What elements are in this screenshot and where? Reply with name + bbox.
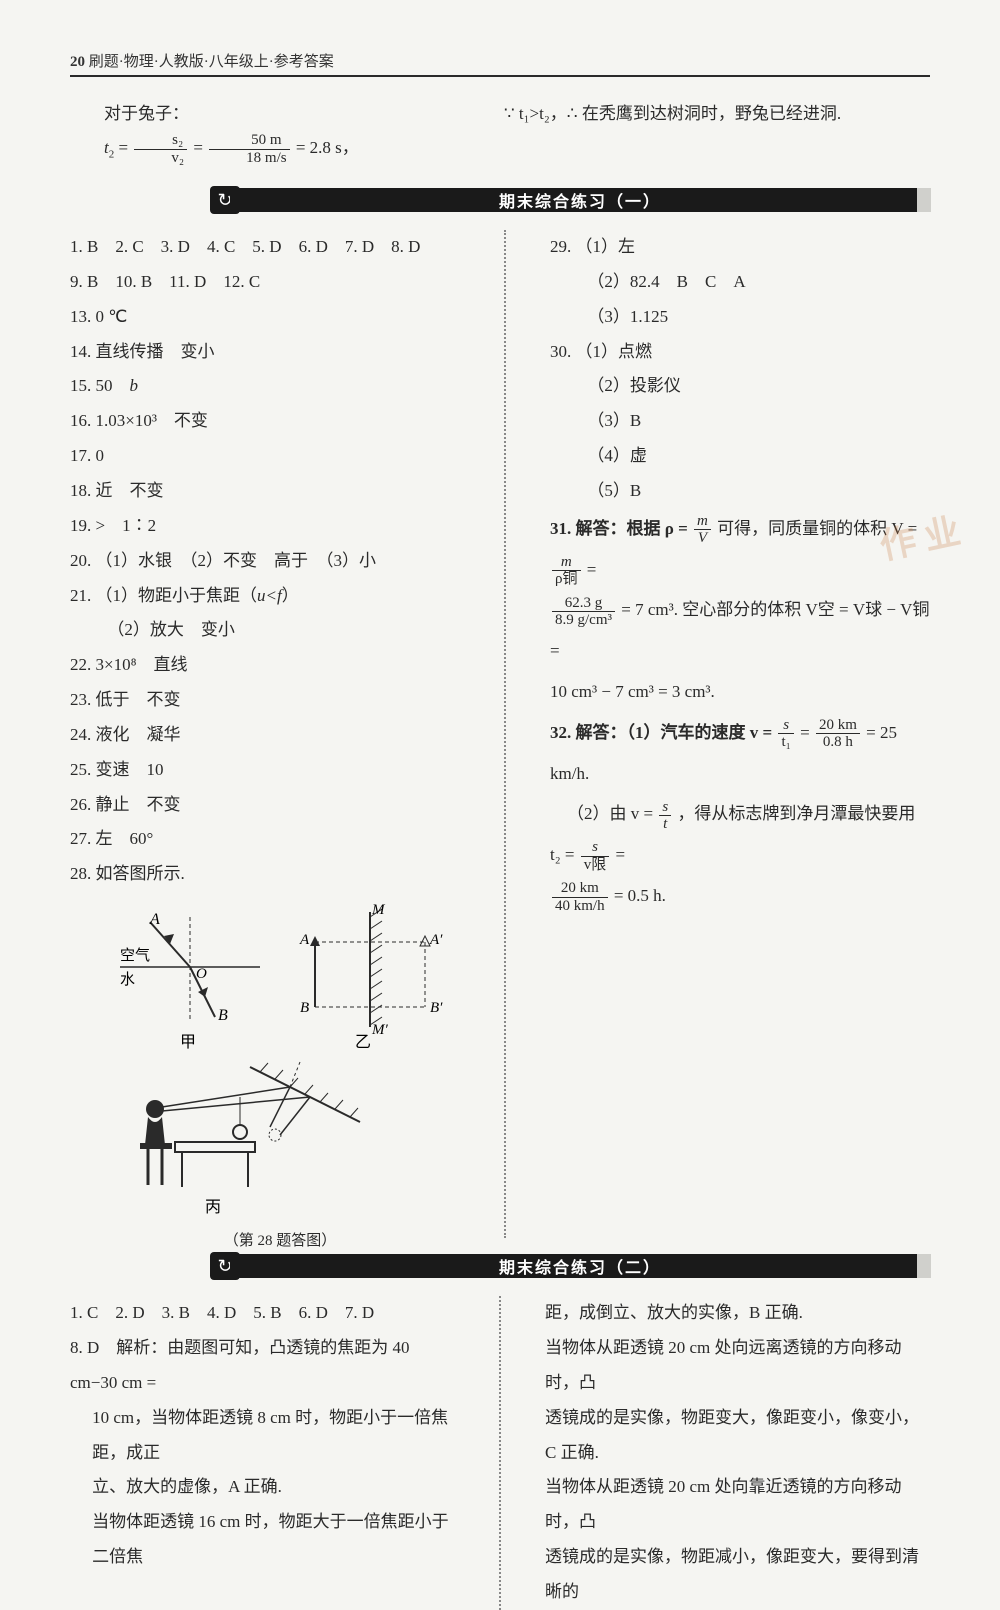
- section2-left: 1. C 2. D 3. B 4. D 5. B 6. D 7. D 8. D …: [70, 1296, 465, 1610]
- intro-equation: t2 = s₂v₂ = 50 m18 m/s = 2.8 s，: [70, 131, 466, 166]
- s2-q8c: 当物体距透镜 16 cm 时，物距大于一倍焦距小于二倍焦: [70, 1505, 455, 1575]
- q28: 28. 如答图所示.: [70, 857, 460, 892]
- page-number: 20: [70, 54, 85, 70]
- section1-right: 29. （1）左 （2）82.4 B C A （3）1.125 30. （1）点…: [540, 230, 930, 1238]
- lbl-yi: 乙: [355, 1034, 371, 1051]
- s2r-1: 距，成倒立、放大的实像，B 正确.: [545, 1296, 930, 1331]
- s2-q1-7: 1. C 2. D 3. B 4. D 5. B 6. D 7. D: [70, 1296, 455, 1331]
- lbl-A2: A: [299, 932, 310, 948]
- page-header: 20 刷题·物理·人教版·八年级上·参考答案: [70, 50, 930, 77]
- q17: 17. 0: [70, 439, 460, 474]
- q29-1: 29. （1）左: [550, 230, 930, 265]
- lbl-Bp: B′: [430, 1000, 443, 1016]
- q32: 32. 解答：（1）汽车的速度 v = st₁ = 20 km0.8 h = 2…: [550, 713, 930, 917]
- lbl-O: O: [196, 966, 207, 982]
- lbl-Ap: A′: [429, 932, 443, 948]
- q29-2: （2）82.4 B C A: [550, 265, 930, 300]
- s2-q8a: 10 cm，当物体距透镜 8 cm 时，物距小于一倍焦距，成正: [70, 1401, 455, 1471]
- q30-2: （2）投影仪: [550, 369, 930, 404]
- q22: 22. 3×10⁸ 直线: [70, 648, 460, 683]
- s2r-3: 当物体从距透镜 20 cm 处向靠近透镜的方向移动时，凸: [545, 1470, 930, 1540]
- header-text: 刷题·物理·人教版·八年级上·参考答案: [89, 54, 334, 70]
- q23: 23. 低于 不变: [70, 683, 460, 718]
- s2r-2: 当物体从距透镜 20 cm 处向远离透镜的方向移动时，凸: [545, 1331, 930, 1401]
- intro-block: 对于兔子： t2 = s₂v₂ = 50 m18 m/s = 2.8 s， ∵ …: [70, 97, 930, 166]
- section2-title: 期末综合练习（二）: [230, 1254, 930, 1278]
- section2-right: 距，成倒立、放大的实像，B 正确. 当物体从距透镜 20 cm 处向远离透镜的方…: [535, 1296, 930, 1610]
- q21: 21. （1）物距小于焦距（u<f）: [70, 579, 460, 614]
- s2-q8b: 立、放大的虚像，A 正确.: [70, 1470, 455, 1505]
- q15: 15. 50 b: [70, 369, 460, 404]
- q26: 26. 静止 不变: [70, 788, 460, 823]
- lbl-water: 水: [120, 971, 135, 988]
- section1-banner: ↻ 期末综合练习（一）: [70, 186, 930, 214]
- diagram-svg: A 空气 水 O B 甲: [100, 902, 460, 1222]
- lbl-A: A: [149, 911, 160, 928]
- s2r-2a: 透镜成的是实像，物距变大，像距变小，像变小，C 正确.: [545, 1401, 930, 1471]
- q1-8: 1. B 2. C 3. D 4. C 5. D 6. D 7. D 8. D: [70, 230, 460, 265]
- q28-diagram: A 空气 水 O B 甲: [100, 902, 460, 1232]
- q13: 13. 0 ℃: [70, 300, 460, 335]
- section1-left: 1. B 2. C 3. D 4. C 5. D 6. D 7. D 8. D …: [70, 230, 470, 1238]
- q30-5: （5）B: [550, 474, 930, 509]
- q24: 24. 液化 凝华: [70, 718, 460, 753]
- q19: 19. > 1∶2: [70, 509, 460, 544]
- q25: 25. 变速 10: [70, 753, 460, 788]
- q30-4: （4）虚: [550, 439, 930, 474]
- q21-2: （2）放大 变小: [70, 613, 460, 648]
- q27: 27. 左 60°: [70, 822, 460, 857]
- lbl-B: B: [218, 1007, 228, 1024]
- q16: 16. 1.03×10³ 不变: [70, 404, 460, 439]
- lbl-bing: 丙: [205, 1199, 221, 1216]
- q9-12: 9. B 10. B 11. D 12. C: [70, 265, 460, 300]
- q14: 14. 直线传播 变小: [70, 335, 460, 370]
- q29-3: （3）1.125: [550, 300, 930, 335]
- lbl-Mp: M′: [371, 1022, 388, 1038]
- q18: 18. 近 不变: [70, 474, 460, 509]
- q30-1: 30. （1）点燃: [550, 335, 930, 370]
- section2-body: 1. C 2. D 3. B 4. D 5. B 6. D 7. D 8. D …: [70, 1296, 930, 1610]
- section1-title: 期末综合练习（一）: [230, 188, 930, 212]
- lbl-jia: 甲: [180, 1034, 196, 1051]
- section1-body: 1. B 2. C 3. D 4. C 5. D 6. D 7. D 8. D …: [70, 230, 930, 1238]
- s2-q8: 8. D 解析：由题图可知，凸透镜的焦距为 40 cm−30 cm =: [70, 1331, 455, 1401]
- intro-rabbit: 对于兔子：: [70, 97, 466, 131]
- banner-tail-2: [917, 1254, 931, 1278]
- lbl-B2: B: [300, 1000, 309, 1016]
- lbl-M: M: [371, 902, 386, 918]
- section2-banner: ↻ 期末综合练习（二）: [70, 1252, 930, 1280]
- col-divider-1: [504, 230, 506, 1238]
- q20: 20. （1）水银 （2）不变 高于 （3）小: [70, 544, 460, 579]
- s2r-3a: 透镜成的是实像，物距减小，像距变大，要得到清晰的: [545, 1540, 930, 1610]
- intro-left: 对于兔子： t2 = s₂v₂ = 50 m18 m/s = 2.8 s，: [70, 97, 466, 166]
- q31: 31. 解答：根据 ρ = mV 可得，同质量铜的体积 V = mρ铜 = 62…: [550, 509, 930, 713]
- col-divider-2: [499, 1296, 501, 1610]
- lbl-air: 空气: [120, 947, 150, 964]
- intro-right: ∵ t₁>t₂，∴ 在秃鹰到达树洞时，野兔已经进洞.: [470, 97, 900, 131]
- q30-3: （3）B: [550, 404, 930, 439]
- banner-tail: [917, 188, 931, 212]
